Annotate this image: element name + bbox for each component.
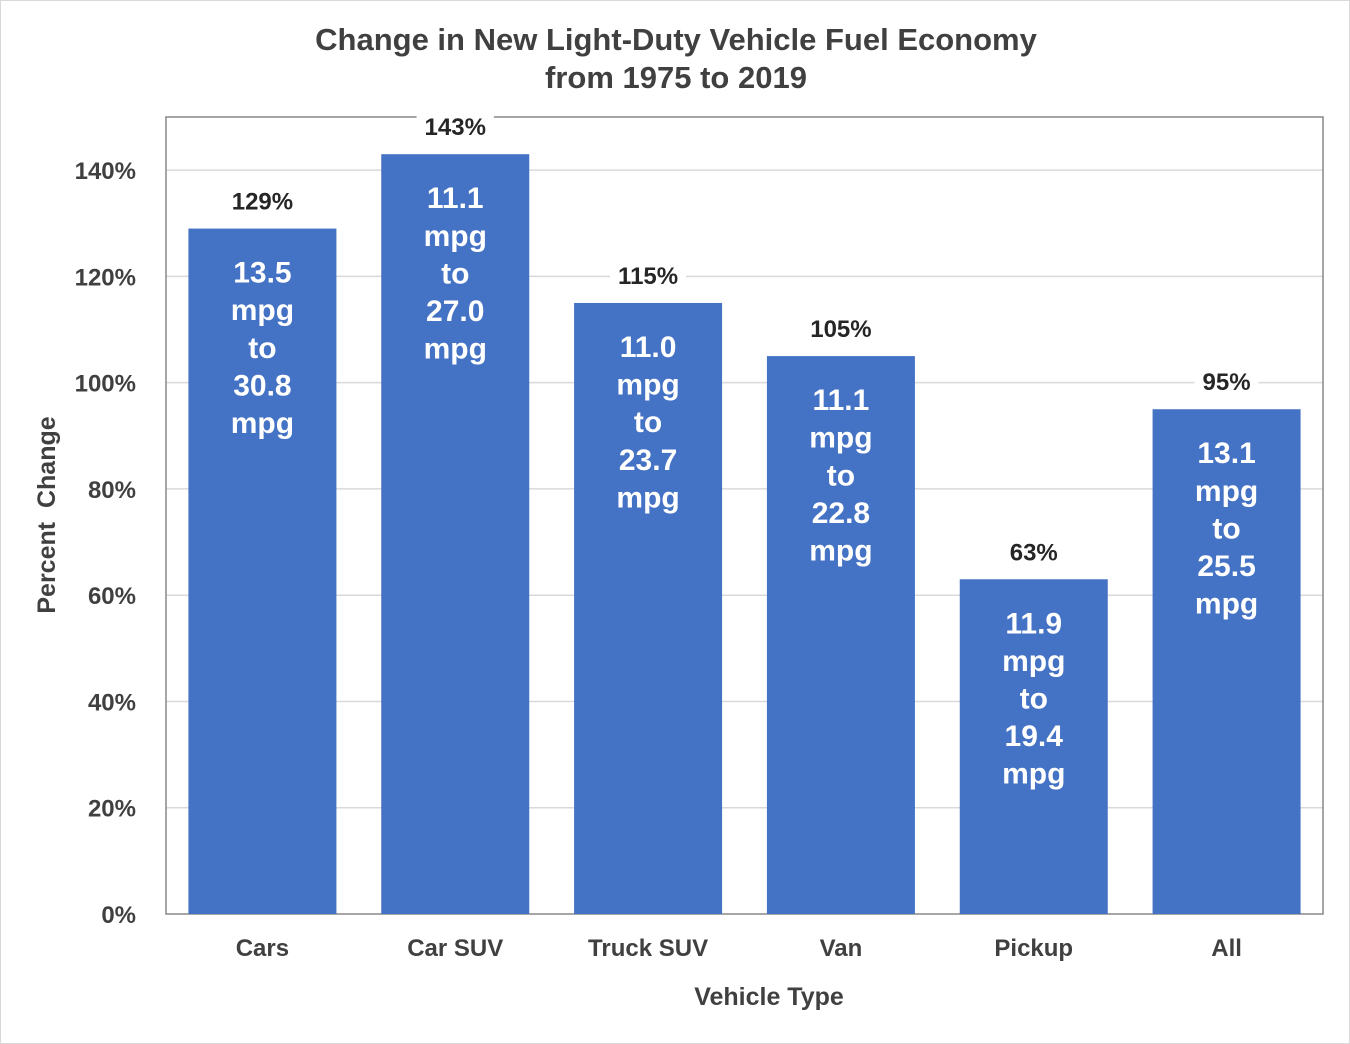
- bar-annotation-line: 30.8: [233, 369, 291, 402]
- bar-annotation-line: mpg: [1002, 645, 1065, 678]
- x-tick-label: Van: [820, 935, 863, 962]
- y-axis-ticks: 0% 20% 40% 60% 80% 100% 120% 140%: [75, 158, 136, 929]
- bar-annotation-line: 25.5: [1197, 550, 1255, 583]
- bar-annotation-line: 22.8: [812, 497, 870, 530]
- bar-value-label: 63%: [1010, 539, 1058, 566]
- bar-annotation-line: to: [441, 257, 469, 290]
- bar: [574, 302, 723, 914]
- y-tick-label: 60%: [88, 583, 136, 610]
- plot-area-border: [165, 116, 1324, 915]
- bar-annotation-line: to: [634, 406, 662, 439]
- bar-value-label-background: [610, 260, 687, 292]
- bar-annotation-line: 11.1: [813, 384, 870, 417]
- y-tick-label: 20%: [88, 796, 136, 823]
- bar-annotation-line: mpg: [424, 220, 487, 253]
- bar-annotation-line: 11.0: [620, 331, 677, 364]
- bar-annotation-line: to: [827, 459, 855, 492]
- y-tick-label: 100%: [75, 371, 136, 398]
- bar-value-label-background: [223, 186, 302, 218]
- bar: [188, 228, 337, 914]
- x-axis-title: Vehicle Type: [694, 983, 844, 1011]
- bar-annotation-line: mpg: [809, 422, 872, 455]
- chart-title-line-1: Change in New Light-Duty Vehicle Fuel Ec…: [315, 22, 1037, 57]
- bar: [381, 154, 530, 914]
- bar-value-label: 105%: [810, 316, 871, 343]
- bar-value-label: 143%: [425, 114, 486, 141]
- bar-annotation-line: to: [1020, 682, 1048, 715]
- bar-annotation-line: 11.9: [1005, 607, 1062, 640]
- bar: [959, 579, 1108, 914]
- bar: [1152, 409, 1301, 914]
- bar-value-label-background: [1001, 537, 1066, 569]
- y-tick-label: 80%: [88, 477, 136, 504]
- bar-annotation-line: mpg: [231, 407, 294, 440]
- x-tick-label: All: [1211, 935, 1242, 962]
- bar-annotation-line: 11.1: [427, 182, 484, 215]
- bar-value-label-background: [416, 112, 494, 144]
- bar-annotation-line: mpg: [424, 333, 487, 366]
- bar-annotation-line: mpg: [616, 369, 679, 402]
- y-tick-label: 0%: [101, 902, 136, 929]
- bar-annotation-line: mpg: [809, 535, 872, 568]
- chart-title-line-2: from 1975 to 2019: [545, 60, 807, 95]
- x-tick-label: Cars: [236, 935, 289, 962]
- bar-annotation-line: mpg: [1195, 588, 1258, 621]
- y-tick-label: 40%: [88, 689, 136, 716]
- bar-value-label-background: [1194, 367, 1259, 399]
- bar-annotation-line: 23.7: [619, 444, 677, 477]
- x-axis-ticks: Cars Car SUV Truck SUV Van Pickup All: [236, 935, 1242, 962]
- bar: [766, 356, 915, 915]
- bar-annotation-line: to: [1212, 512, 1240, 545]
- bar-value-label: 129%: [232, 189, 293, 216]
- y-axis-title: Percent Change: [33, 416, 61, 613]
- bar-value-label-background: [802, 314, 880, 346]
- x-tick-label: Pickup: [994, 935, 1073, 962]
- bar-annotation-line: mpg: [231, 294, 294, 327]
- bar-annotation-line: mpg: [1002, 758, 1065, 791]
- x-tick-label: Car SUV: [407, 935, 503, 962]
- bar-annotation-line: 13.5: [233, 257, 291, 290]
- bar-annotation-line: mpg: [1195, 475, 1258, 508]
- bar-annotation-line: 27.0: [426, 295, 484, 328]
- y-tick-label: 140%: [75, 158, 136, 185]
- bar-annotation-line: 19.4: [1005, 720, 1064, 753]
- bar-annotation-line: mpg: [616, 481, 679, 514]
- y-tick-label: 120%: [75, 264, 136, 291]
- gridlines: [166, 169, 1323, 809]
- bar-value-label: 115%: [618, 263, 678, 290]
- bar-value-label: 95%: [1203, 369, 1251, 396]
- bars: 129% 13.5 mpg to 30.8 mpg 143% 11.1 mpg to 27.0 mpg…: [188, 112, 1301, 915]
- x-tick-label: Truck SUV: [588, 935, 708, 962]
- bar-annotation-line: to: [248, 332, 276, 365]
- bar-annotation-line: 13.1: [1197, 437, 1255, 470]
